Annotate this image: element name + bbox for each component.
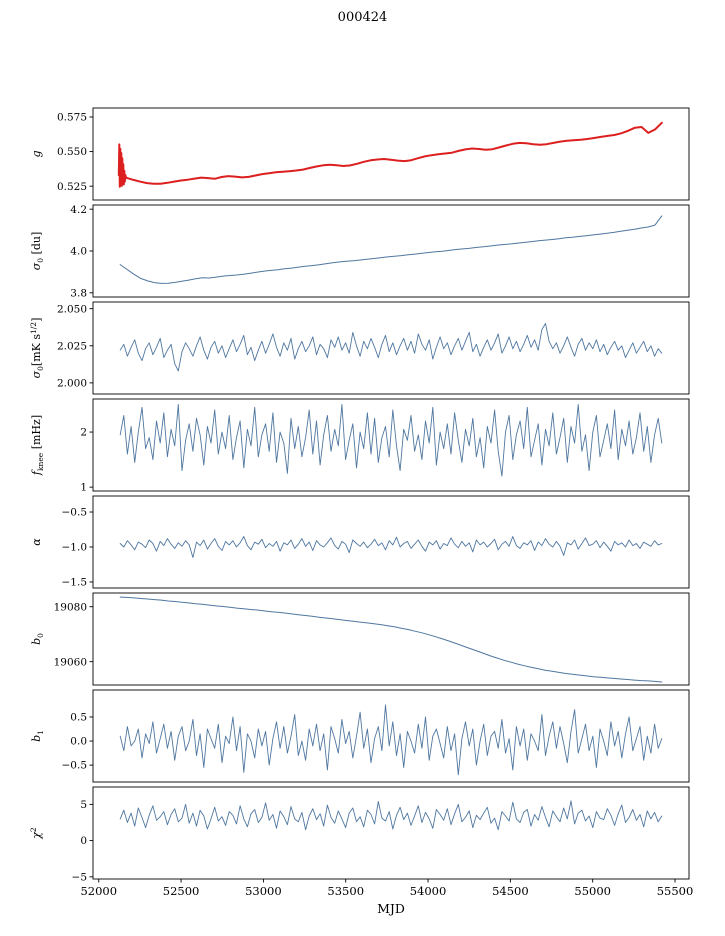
panel-sigma0-du-border: [92, 204, 690, 298]
panel-sigma0-mk-border: [92, 301, 690, 395]
x-tick-label: 54000: [410, 884, 447, 898]
panel-alpha-border: [92, 495, 690, 589]
series-sigma0-mk: [119, 323, 663, 372]
y-axis-label-alpha: α: [30, 538, 43, 546]
figure-title: 000424: [337, 10, 388, 25]
series-sigma0-du: [119, 215, 663, 284]
y-axis-label-fknee: fknee [mHz]: [30, 415, 45, 476]
y-tick-label: 1: [80, 482, 87, 494]
y-axis-label-chi2: χ2: [29, 827, 43, 840]
x-tick-label: 54500: [492, 884, 529, 898]
x-tick-label: 52500: [163, 884, 200, 898]
y-tick-label: −0.5: [62, 507, 88, 519]
y-tick-label: 4.2: [70, 204, 87, 216]
x-tick-label: 53500: [327, 884, 364, 898]
x-tick-label: 55500: [657, 884, 694, 898]
x-tick-label: 55000: [574, 884, 611, 898]
y-tick-label: 0.525: [57, 181, 87, 193]
y-tick-label: 19060: [54, 656, 87, 668]
y-tick-label: 5: [80, 799, 87, 811]
y-tick-label: 2: [80, 427, 87, 439]
y-tick-label: 0.550: [57, 146, 87, 158]
series-b0: [119, 596, 663, 683]
y-tick-label: −1.0: [62, 542, 88, 554]
series-alpha: [119, 536, 663, 558]
y-tick-label: 0.0: [70, 736, 87, 748]
panel-b0-border: [92, 592, 690, 686]
panel-b1-border: [92, 689, 690, 783]
y-tick-label: 3.8: [70, 287, 87, 299]
y-tick-label: 0.575: [57, 112, 87, 124]
panel-fknee-border: [92, 398, 690, 492]
y-tick-label: 0.5: [70, 712, 87, 724]
panel-chi2-border: [92, 786, 690, 880]
y-tick-label: −1.5: [62, 577, 88, 589]
series-g-spike-data: [117, 143, 128, 188]
y-axis-label-g: g: [30, 150, 43, 157]
y-tick-label: 2.050: [57, 303, 87, 315]
y-axis-label-sigma0-du: σ0 [du]: [30, 232, 45, 271]
y-tick-label: 4.0: [70, 246, 87, 258]
y-axis-label-b0: b0: [30, 633, 45, 645]
y-tick-label: 2.025: [57, 340, 87, 352]
y-tick-label: 19080: [54, 601, 87, 613]
series-fknee: [119, 404, 663, 477]
series-g-data: [125, 121, 663, 185]
x-tick-label: 53000: [245, 884, 282, 898]
y-axis-label-b1: b1: [30, 730, 45, 742]
series-g-fit: [126, 122, 663, 185]
series-b1: [119, 704, 663, 776]
y-tick-label: −0.5: [62, 760, 88, 772]
y-tick-label: 2.000: [57, 377, 87, 389]
y-tick-label: 0: [80, 835, 87, 847]
y-axis-label-sigma0-mk: σ0[mK s1/2]: [29, 318, 45, 379]
series-chi2: [119, 800, 663, 831]
panel-g-border: [92, 107, 690, 201]
x-axis-label: MJD: [377, 901, 405, 916]
x-tick-label: 52000: [80, 884, 117, 898]
y-tick-label: −5: [72, 871, 87, 883]
